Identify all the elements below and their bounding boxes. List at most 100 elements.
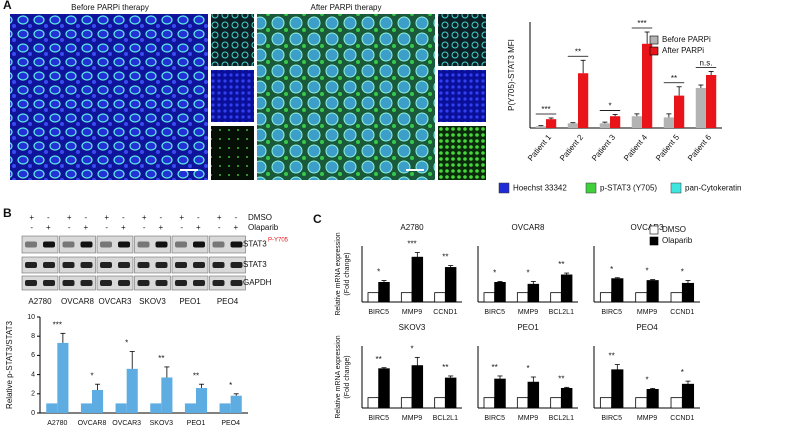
significance-label: *** bbox=[637, 19, 646, 28]
channel-tile bbox=[211, 126, 254, 180]
channel-tile bbox=[211, 14, 254, 66]
bar bbox=[400, 397, 413, 409]
treatment-sign: - bbox=[122, 213, 125, 222]
bar bbox=[599, 292, 613, 303]
legend-swatch bbox=[670, 182, 682, 194]
treatment-sign: + bbox=[158, 223, 163, 232]
blot-strip bbox=[209, 275, 246, 291]
band-label: GAPDH bbox=[243, 278, 272, 287]
blot-band bbox=[212, 280, 225, 286]
legend-label: Olaparib bbox=[662, 236, 693, 245]
blot-band bbox=[43, 280, 55, 286]
blot-band bbox=[25, 262, 37, 268]
western-blot: + - + - + - + - + - + - DMSO- + - + - + - + - + - + OlaparibSTAT… bbox=[21, 213, 289, 306]
treatment-sign: - bbox=[159, 213, 162, 222]
bar bbox=[631, 116, 642, 128]
x-tick-label: MMP9 bbox=[402, 309, 422, 316]
bar bbox=[635, 292, 648, 303]
blot-band bbox=[118, 280, 130, 286]
cell-line-label: PEO4 bbox=[217, 297, 239, 306]
significance-label: * bbox=[526, 269, 529, 278]
bar bbox=[599, 397, 613, 409]
bar bbox=[646, 280, 659, 303]
blot-band bbox=[230, 241, 243, 248]
bar bbox=[611, 278, 624, 303]
treatment-sign: - bbox=[105, 223, 108, 232]
legend-swatch bbox=[649, 225, 659, 235]
x-tick-label: CCND1 bbox=[670, 415, 694, 422]
cell-line-label: OVCAR8 bbox=[61, 297, 94, 306]
blot-band bbox=[43, 241, 55, 248]
bar bbox=[494, 378, 506, 409]
x-tick-label: Patient 5 bbox=[654, 132, 682, 162]
bar bbox=[642, 43, 653, 128]
treatment-sign: - bbox=[84, 213, 87, 222]
chart-title: PEO4 bbox=[636, 323, 658, 332]
chart-title: A2780 bbox=[400, 223, 424, 232]
significance-label: * bbox=[608, 102, 611, 111]
cell-line-label: OVCAR3 bbox=[99, 297, 132, 306]
significance-label: ** bbox=[671, 74, 677, 83]
significance-label: * bbox=[410, 344, 413, 353]
blot-band bbox=[212, 241, 225, 248]
x-tick-label: MMP9 bbox=[637, 415, 657, 422]
bar bbox=[546, 119, 557, 128]
legend-swatch bbox=[649, 46, 659, 56]
blot-band bbox=[230, 262, 243, 268]
x-tick-label: BCL2L1 bbox=[433, 415, 458, 422]
panel-label: A bbox=[3, 0, 12, 12]
y-axis-label: (Fold change) bbox=[344, 252, 351, 295]
x-tick-label: BIRC5 bbox=[601, 309, 622, 316]
bar bbox=[681, 383, 695, 409]
chart-title: OVCAR8 bbox=[512, 223, 545, 232]
chart-title: OVCAR3 bbox=[631, 223, 664, 232]
x-tick-label: BCL2L1 bbox=[549, 309, 574, 316]
significance-label: ** bbox=[609, 352, 615, 361]
bar bbox=[670, 397, 683, 409]
channel-tile bbox=[438, 70, 486, 122]
bar bbox=[444, 377, 457, 409]
bar bbox=[161, 377, 173, 413]
bar bbox=[367, 292, 380, 303]
y-tick-label: 0 bbox=[31, 410, 35, 417]
blot-band bbox=[100, 280, 112, 286]
x-tick-label: CCND1 bbox=[433, 309, 457, 316]
x-tick-label: MMP9 bbox=[402, 415, 422, 422]
treatment-sign: - bbox=[218, 223, 221, 232]
blot-band bbox=[118, 241, 130, 248]
blot-band bbox=[80, 262, 93, 268]
blot-strip bbox=[59, 256, 96, 274]
legend-swatch bbox=[585, 182, 597, 194]
significance-label: * bbox=[125, 339, 128, 348]
blot-band bbox=[62, 241, 75, 248]
bar bbox=[527, 283, 540, 303]
cell-line-label: PEO1 bbox=[179, 297, 201, 306]
blot-band bbox=[193, 262, 205, 268]
treatment-sign: - bbox=[234, 213, 237, 222]
treatment-label: Olaparib bbox=[248, 223, 279, 232]
bar bbox=[670, 292, 683, 303]
blot-strip bbox=[96, 275, 134, 291]
blot-strip bbox=[134, 235, 171, 254]
bar bbox=[610, 116, 621, 128]
y-tick-label: 6 bbox=[31, 352, 35, 359]
significance-label: * bbox=[681, 368, 684, 377]
bar bbox=[126, 368, 138, 413]
legend-label: DMSO bbox=[662, 225, 686, 234]
blot-strip bbox=[134, 275, 171, 291]
significance-label: * bbox=[90, 371, 93, 380]
blot-strip bbox=[96, 256, 134, 274]
x-tick-label: CCND1 bbox=[670, 309, 694, 316]
bar bbox=[516, 292, 529, 303]
blot-band bbox=[193, 241, 205, 248]
blot-band bbox=[137, 280, 150, 286]
blot-band bbox=[43, 262, 55, 268]
channel-tile bbox=[438, 14, 486, 66]
x-tick-label: MMP9 bbox=[518, 309, 538, 316]
bar bbox=[646, 388, 659, 409]
blot-strip bbox=[21, 235, 59, 254]
blot-strip bbox=[171, 275, 209, 291]
legend-label: After PARPi bbox=[662, 46, 704, 55]
significance-label: * bbox=[645, 375, 648, 384]
treatment-sign: - bbox=[68, 223, 71, 232]
